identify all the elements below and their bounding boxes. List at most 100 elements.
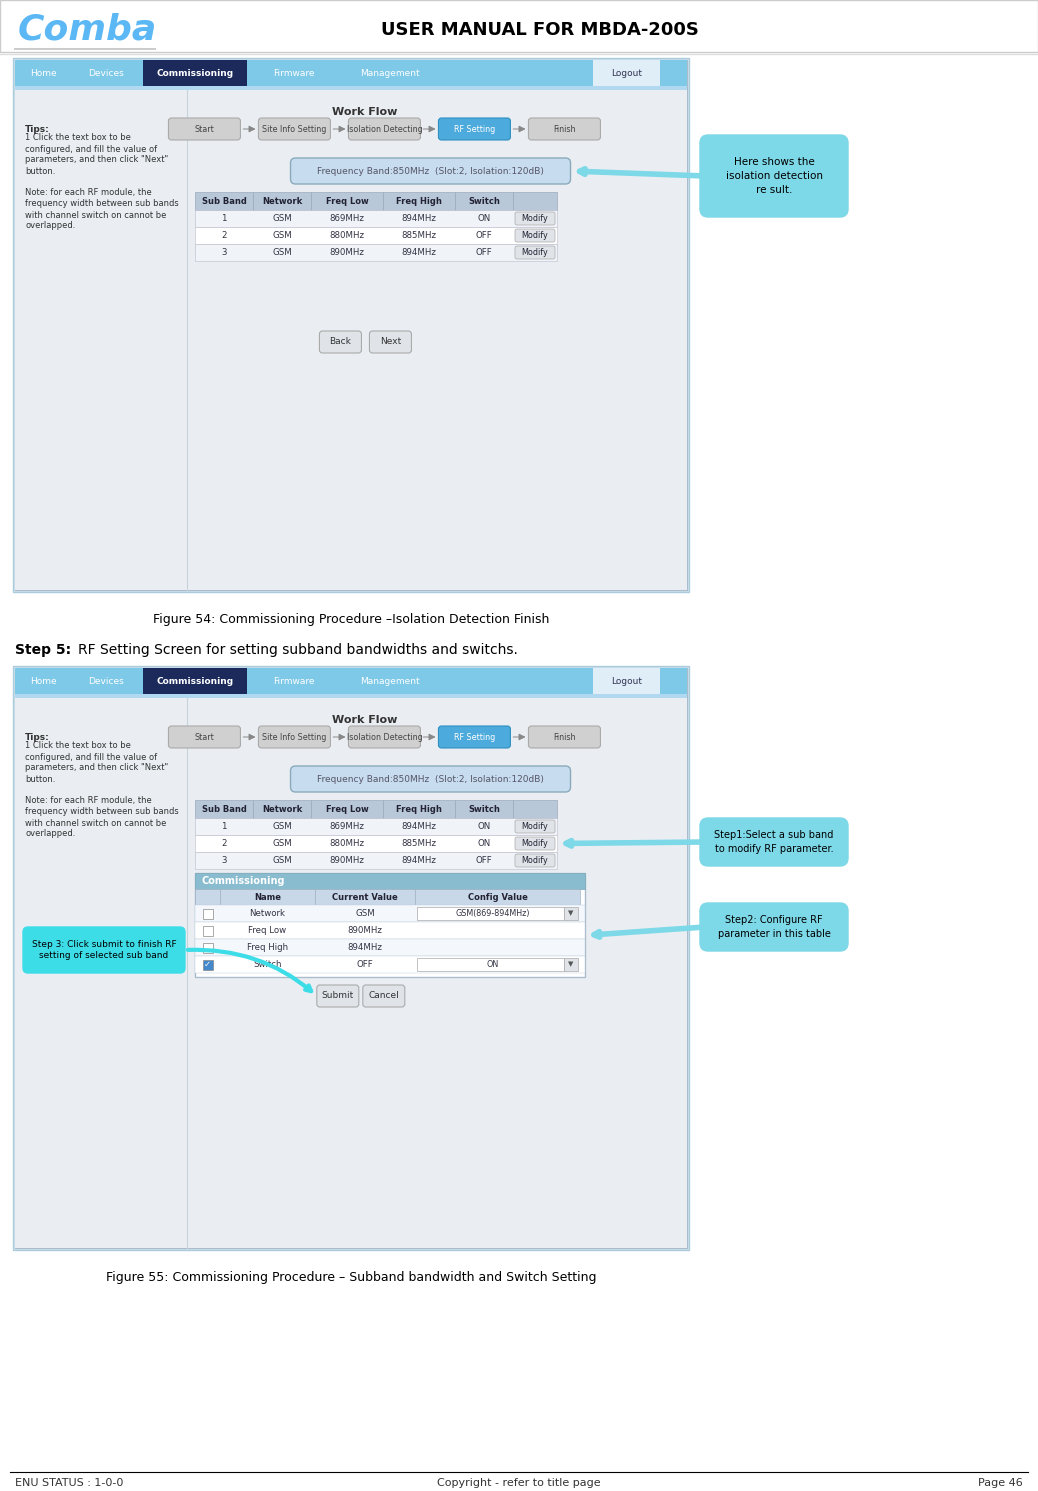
FancyBboxPatch shape [311,801,383,819]
FancyBboxPatch shape [515,230,555,242]
Text: Network: Network [262,805,302,814]
Text: 3: 3 [221,856,226,865]
Text: Here shows the
isolation detection
re sult.: Here shows the isolation detection re su… [726,157,822,195]
FancyBboxPatch shape [15,86,687,89]
FancyBboxPatch shape [15,668,687,1248]
FancyBboxPatch shape [195,851,557,869]
FancyBboxPatch shape [195,192,253,210]
Text: Commissioning: Commissioning [156,677,234,686]
Text: Modify: Modify [522,822,548,830]
Text: overlapped.: overlapped. [25,222,76,231]
Text: button.: button. [25,774,55,783]
Text: Devices: Devices [88,69,124,78]
FancyBboxPatch shape [513,192,557,210]
FancyBboxPatch shape [515,212,555,225]
Text: 1: 1 [221,822,226,830]
FancyBboxPatch shape [415,889,580,905]
FancyBboxPatch shape [291,158,571,183]
Text: GSM: GSM [272,231,292,240]
FancyBboxPatch shape [195,956,585,974]
FancyBboxPatch shape [383,801,455,819]
Text: Sub Band: Sub Band [201,197,246,206]
Text: Finish: Finish [553,732,576,741]
FancyBboxPatch shape [13,58,689,592]
Text: Work Flow: Work Flow [332,716,398,725]
FancyBboxPatch shape [349,118,420,140]
Text: Modify: Modify [522,856,548,865]
FancyBboxPatch shape [15,60,72,86]
Text: parameters, and then click "Next": parameters, and then click "Next" [25,155,168,164]
Text: Config Value: Config Value [467,893,527,902]
FancyBboxPatch shape [142,668,247,693]
FancyBboxPatch shape [15,693,687,698]
FancyBboxPatch shape [202,908,213,918]
FancyBboxPatch shape [74,668,138,693]
FancyBboxPatch shape [528,726,600,748]
Text: ✓: ✓ [204,960,211,969]
FancyBboxPatch shape [195,819,557,835]
Text: Switch: Switch [253,960,281,969]
FancyBboxPatch shape [593,60,660,86]
Text: frequency width between sub bands: frequency width between sub bands [25,200,179,209]
Text: Comba: Comba [18,13,157,48]
FancyBboxPatch shape [257,668,331,693]
Text: ON: ON [477,215,491,224]
FancyBboxPatch shape [700,904,848,951]
Text: Management: Management [360,677,419,686]
Text: Commissioning: Commissioning [156,69,234,78]
Text: GSM: GSM [272,856,292,865]
FancyBboxPatch shape [337,60,442,86]
Text: Tips:: Tips: [25,732,50,741]
FancyBboxPatch shape [15,668,72,693]
Text: Site Info Setting: Site Info Setting [263,732,327,741]
FancyBboxPatch shape [455,801,513,819]
Text: OFF: OFF [475,248,492,256]
Text: 890MHz: 890MHz [348,926,382,935]
FancyBboxPatch shape [168,726,241,748]
FancyBboxPatch shape [0,0,1038,52]
Text: RF Setting Screen for setting subband bandwidths and switchs.: RF Setting Screen for setting subband ba… [78,643,518,658]
Text: GSM: GSM [272,215,292,224]
Text: GSM(869-894MHz): GSM(869-894MHz) [456,910,529,918]
Text: Network: Network [249,910,285,918]
FancyBboxPatch shape [515,836,555,850]
Text: 869MHz: 869MHz [329,215,364,224]
FancyBboxPatch shape [13,48,156,51]
Text: Freq Low: Freq Low [248,926,286,935]
Text: ▼: ▼ [569,962,574,968]
FancyBboxPatch shape [168,118,241,140]
FancyBboxPatch shape [195,905,585,921]
FancyBboxPatch shape [253,192,311,210]
FancyBboxPatch shape [258,118,330,140]
FancyBboxPatch shape [515,246,555,259]
Text: frequency width between sub bands: frequency width between sub bands [25,808,179,817]
Text: OFF: OFF [475,231,492,240]
Text: Submit: Submit [322,992,354,1000]
Text: 885MHz: 885MHz [402,839,437,848]
Text: configured, and fill the value of: configured, and fill the value of [25,753,157,762]
Text: 1 Click the text box to be: 1 Click the text box to be [25,741,131,750]
Text: Current Value: Current Value [332,893,398,902]
Text: 1: 1 [221,215,226,224]
Text: Cancel: Cancel [368,992,400,1000]
Text: Home: Home [30,677,57,686]
Text: Devices: Devices [88,677,124,686]
Text: RF Setting: RF Setting [454,732,495,741]
FancyBboxPatch shape [383,192,455,210]
FancyBboxPatch shape [15,698,687,1248]
Text: Figure 55: Commissioning Procedure – Subband bandwidth and Switch Setting: Figure 55: Commissioning Procedure – Sub… [106,1272,596,1285]
FancyBboxPatch shape [349,726,420,748]
Text: configured, and fill the value of: configured, and fill the value of [25,145,157,154]
Text: Copyright - refer to title page: Copyright - refer to title page [437,1478,601,1488]
Text: 869MHz: 869MHz [329,822,364,830]
Text: Step1:Select a sub band
to modify RF parameter.: Step1:Select a sub band to modify RF par… [714,830,834,854]
FancyBboxPatch shape [438,726,511,748]
Text: 1 Click the text box to be: 1 Click the text box to be [25,134,131,143]
Text: parameters, and then click "Next": parameters, and then click "Next" [25,763,168,772]
Text: 2: 2 [221,839,226,848]
Text: 894MHz: 894MHz [402,822,436,830]
FancyBboxPatch shape [220,889,315,905]
FancyBboxPatch shape [315,889,415,905]
Text: Logout: Logout [611,69,643,78]
Text: GSM: GSM [272,822,292,830]
